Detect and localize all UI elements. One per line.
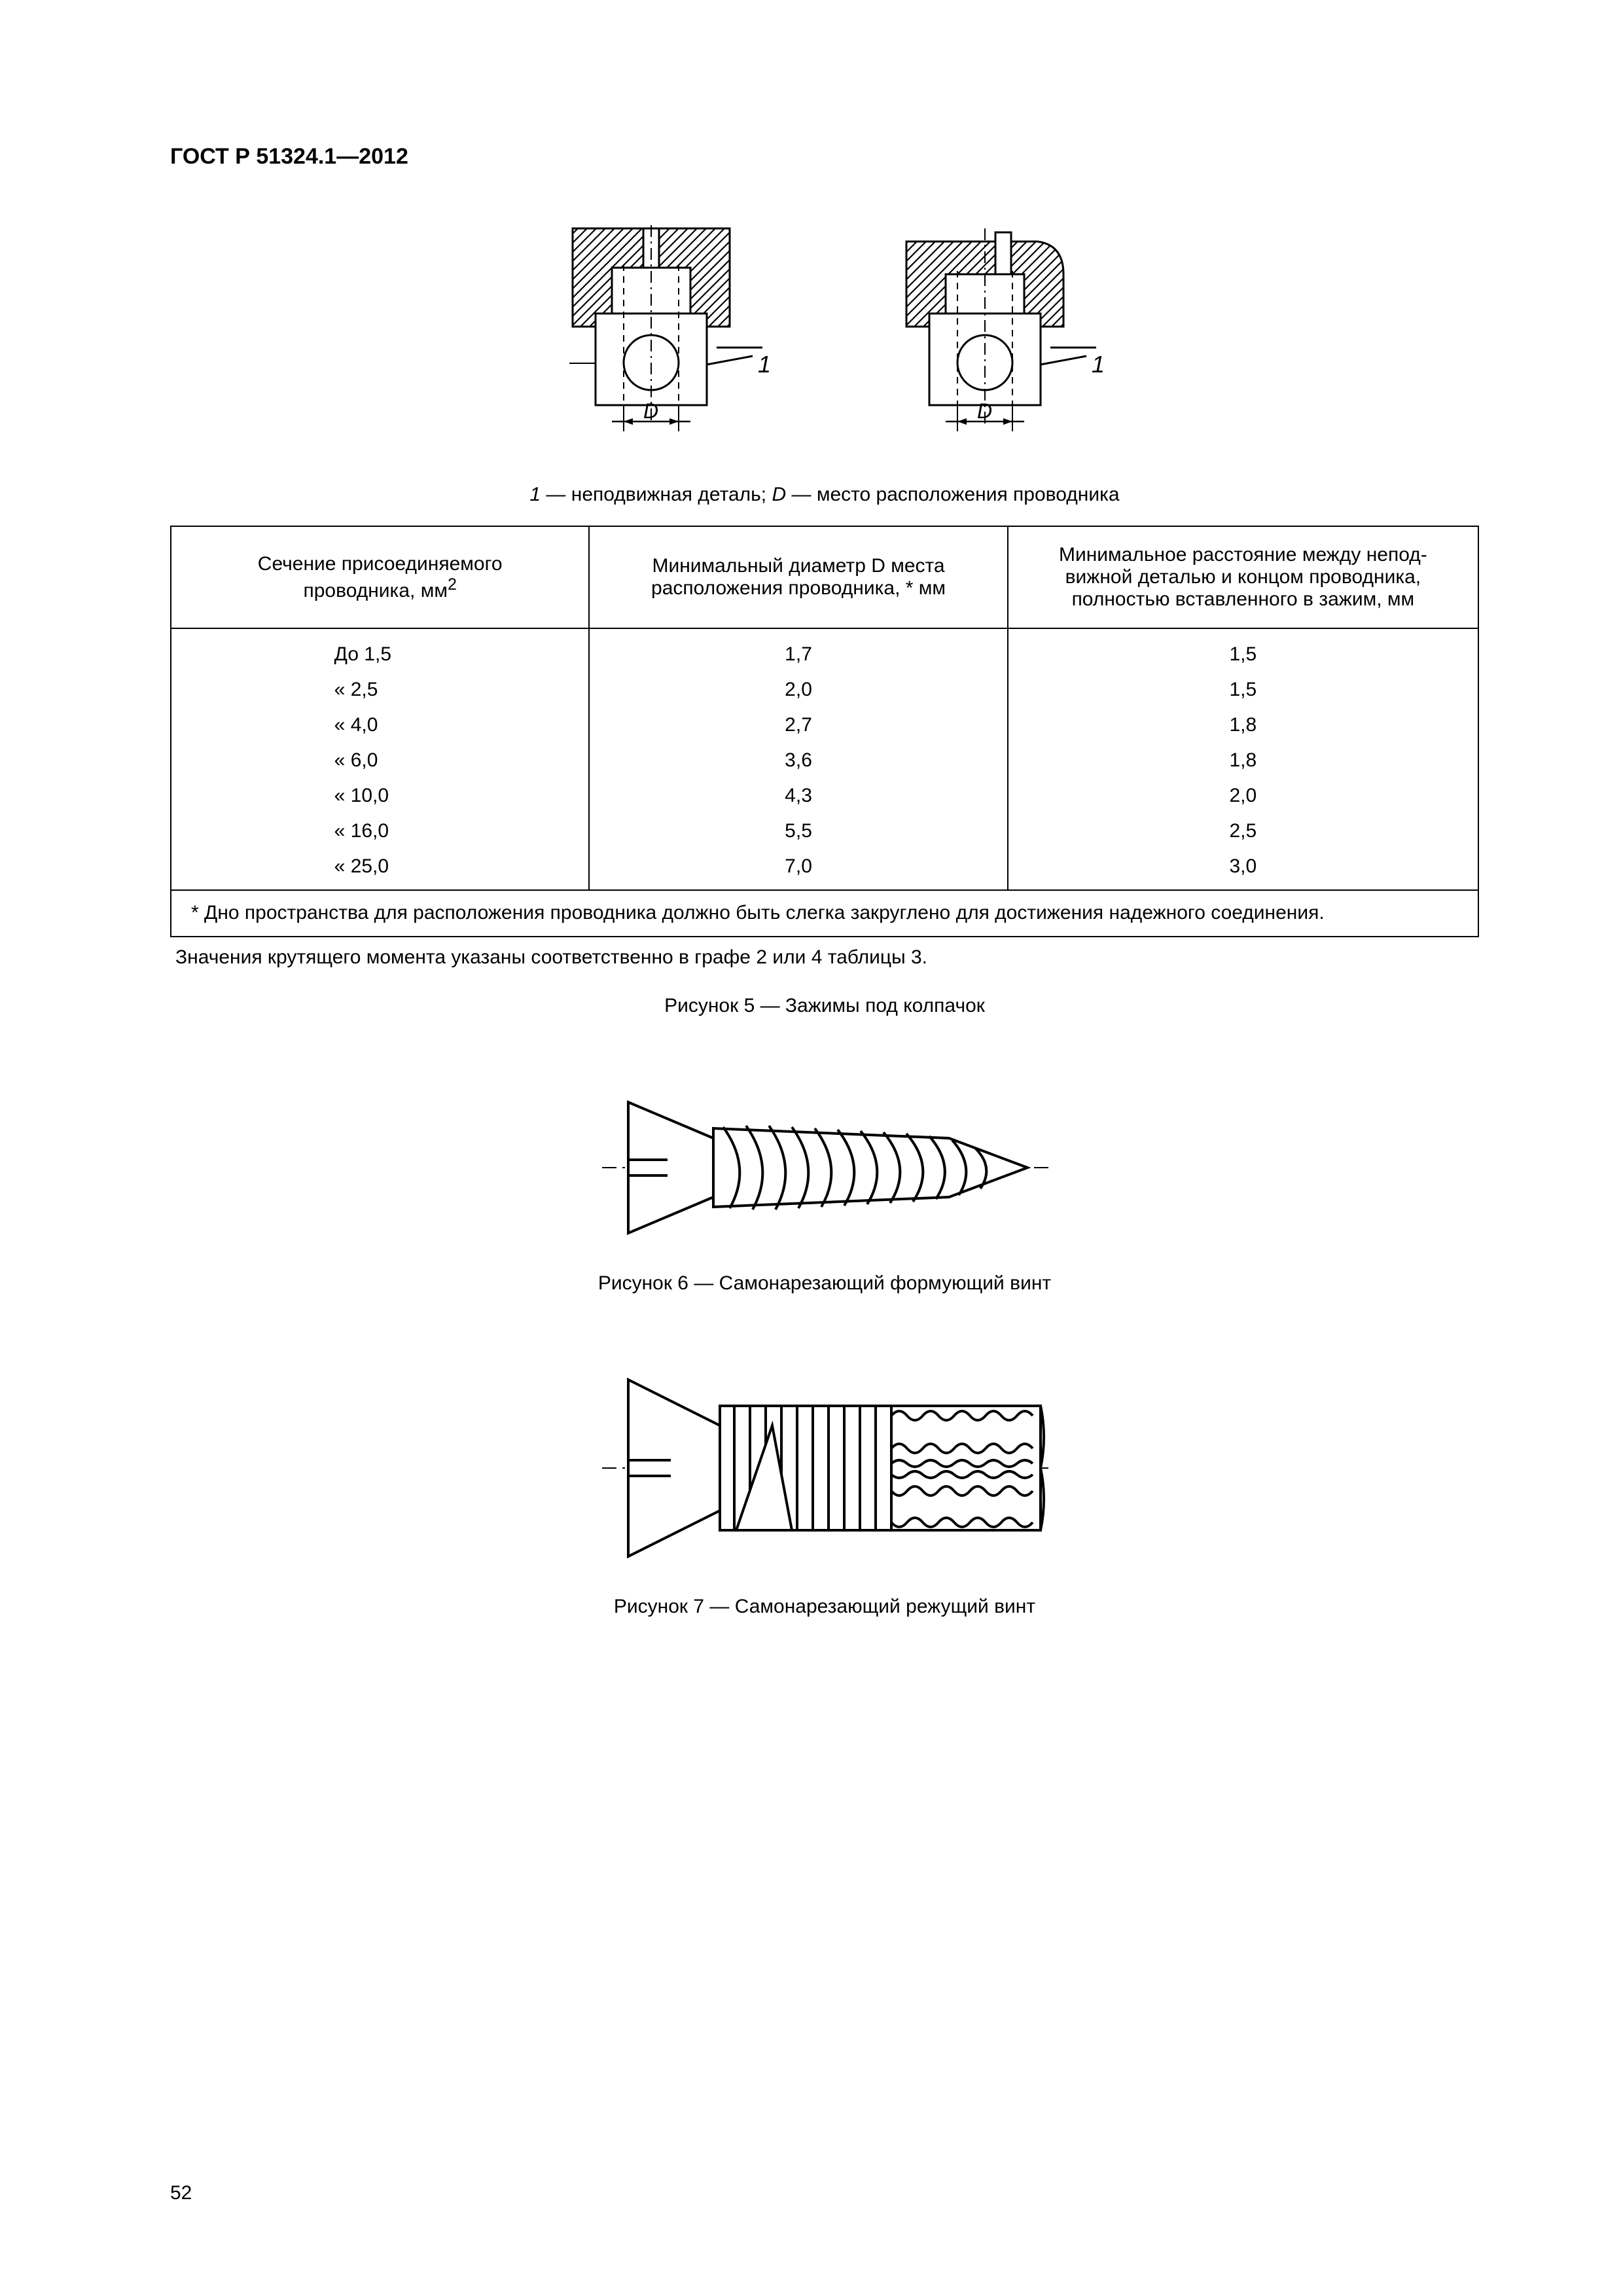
cell-min-distance: 1,8 xyxy=(1008,743,1478,778)
figure-6-caption: Рисунок 6 — Самонарезающий формующий вин… xyxy=(170,1272,1479,1295)
table-row: « 6,03,61,8 xyxy=(171,743,1478,778)
cell-min-distance: 3,0 xyxy=(1008,849,1478,890)
figure-5-right-label-D: D xyxy=(977,399,992,423)
figure-5-right-label-1: 1 xyxy=(1092,351,1105,378)
col-header-1: Сечение присоединяемого проводника, мм2 xyxy=(171,526,589,628)
cell-cross-section: « 16,0 xyxy=(171,814,589,849)
col-header-3: Минимальное расстояние между непод- вижн… xyxy=(1008,526,1478,628)
cell-min-diameter: 3,6 xyxy=(589,743,1007,778)
spec-table: Сечение присоединяемого проводника, мм2 … xyxy=(170,526,1479,937)
figure-7 xyxy=(582,1354,1067,1583)
figure-5-right: 1 D xyxy=(867,209,1116,464)
cell-min-distance: 1,8 xyxy=(1008,708,1478,743)
cell-min-diameter: 1,7 xyxy=(589,628,1007,672)
cell-min-distance: 1,5 xyxy=(1008,628,1478,672)
col-header-2: Минимальный диаметр D места расположения… xyxy=(589,526,1007,628)
cell-min-distance: 2,5 xyxy=(1008,814,1478,849)
table-row: « 10,04,32,0 xyxy=(171,778,1478,814)
cell-cross-section: « 4,0 xyxy=(171,708,589,743)
document-header: ГОСТ Р 51324.1—2012 xyxy=(170,144,1479,170)
cell-min-distance: 1,5 xyxy=(1008,672,1478,708)
figure-5-left-label-D: D xyxy=(643,399,658,423)
figure-5-caption: Рисунок 5 — Зажимы под колпачок xyxy=(170,995,1479,1017)
page-number: 52 xyxy=(170,2182,192,2204)
table-footnote: * Дно пространства для расположения пров… xyxy=(171,890,1478,937)
cell-min-distance: 2,0 xyxy=(1008,778,1478,814)
figure-5-legend: 1 — неподвижная деталь; D — место распол… xyxy=(170,484,1479,506)
table-body: До 1,51,71,5« 2,52,01,5« 4,02,71,8« 6,03… xyxy=(171,628,1478,890)
table-row: « 2,52,01,5 xyxy=(171,672,1478,708)
table-row: « 16,05,52,5 xyxy=(171,814,1478,849)
cell-cross-section: « 6,0 xyxy=(171,743,589,778)
figure-7-caption: Рисунок 7 — Самонарезающий режущий винт xyxy=(170,1596,1479,1618)
cell-cross-section: « 2,5 xyxy=(171,672,589,708)
table-row: « 25,07,03,0 xyxy=(171,849,1478,890)
cell-min-diameter: 2,0 xyxy=(589,672,1007,708)
after-table-note: Значения крутящего момента указаны соотв… xyxy=(175,946,1479,969)
cell-min-diameter: 7,0 xyxy=(589,849,1007,890)
cell-min-diameter: 2,7 xyxy=(589,708,1007,743)
cell-cross-section: До 1,5 xyxy=(171,628,589,672)
table-header-row: Сечение присоединяемого проводника, мм2 … xyxy=(171,526,1478,628)
page: ГОСТ Р 51324.1—2012 xyxy=(0,0,1623,2296)
table-row: До 1,51,71,5 xyxy=(171,628,1478,672)
cell-cross-section: « 10,0 xyxy=(171,778,589,814)
table-row: « 4,02,71,8 xyxy=(171,708,1478,743)
figure-6 xyxy=(582,1076,1067,1259)
cell-min-diameter: 4,3 xyxy=(589,778,1007,814)
figure-5-left-label-1: 1 xyxy=(758,351,771,378)
cell-cross-section: « 25,0 xyxy=(171,849,589,890)
cell-min-diameter: 5,5 xyxy=(589,814,1007,849)
figure-5-row: 1 D xyxy=(170,209,1479,464)
figure-5-left: 1 D xyxy=(533,209,782,464)
